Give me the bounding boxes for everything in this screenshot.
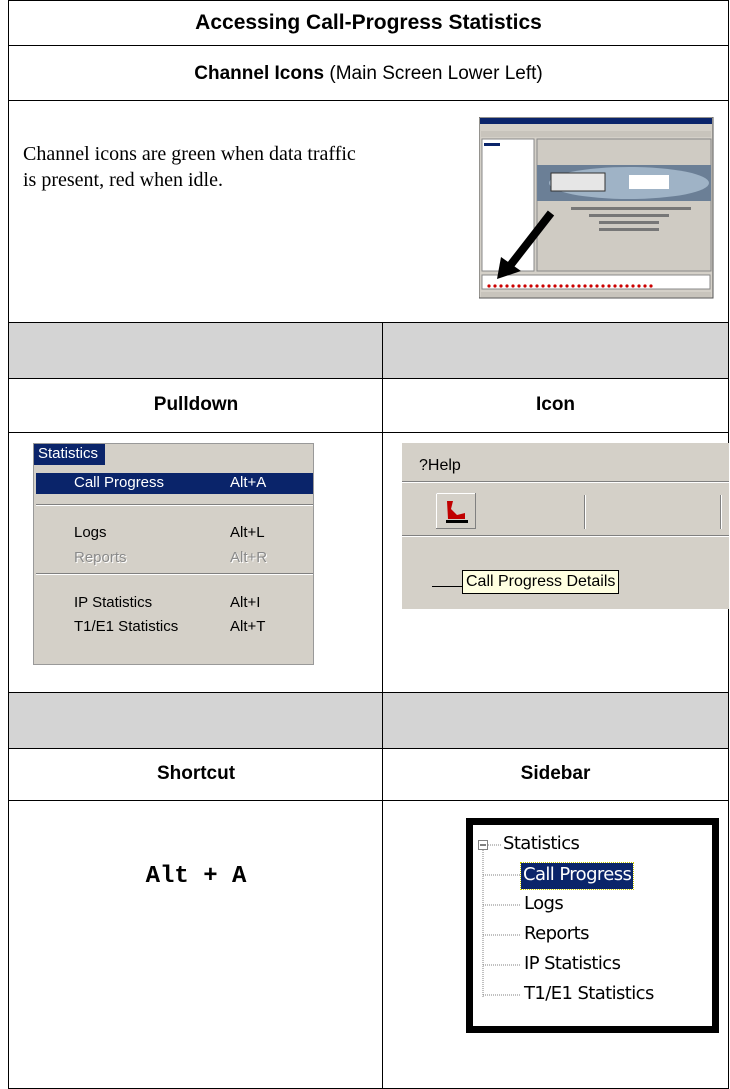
menu-item: Call Progress [74, 474, 165, 491]
icon-toolbar: ?Help Call Progress Details [402, 443, 729, 609]
title-row: Accessing Call-Progress Statistics [8, 0, 729, 46]
main-screen-thumbnail [479, 117, 714, 299]
pulldown-menu: Statistics Call Progress Alt+A Logs Alt+… [33, 443, 314, 665]
separator [402, 535, 729, 537]
sidebar-tree: Statistics Call Progress Logs Reports IP… [466, 818, 719, 1033]
intro-row: Channel icons are green when data traffi… [8, 101, 729, 323]
spacer-row [8, 693, 729, 749]
method-label: Sidebar [520, 763, 591, 784]
menu-highlight [36, 473, 313, 494]
heading-rest: (Main Screen Lower Left) [329, 63, 543, 84]
column-divider [382, 323, 383, 1089]
label-row: Shortcut Sidebar [8, 749, 729, 801]
intro-text: Channel icons are green when data traffi… [23, 143, 356, 191]
menu-shortcut: Alt+L [230, 524, 265, 541]
toolbar-divider [720, 495, 722, 529]
shortcut-keys: Alt + A [145, 863, 247, 890]
menu-item: Logs [74, 524, 107, 541]
tree-item[interactable]: T1/E1 Statistics [524, 983, 654, 1004]
tree-item[interactable]: Reports [524, 923, 589, 944]
separator [402, 481, 729, 483]
screenshot-row: Statistics Call Progress Alt+A Logs Alt+… [8, 433, 729, 693]
call-progress-icon[interactable] [436, 493, 476, 529]
label-row: Pulldown Icon [8, 379, 729, 433]
tooltip: Call Progress Details [462, 570, 620, 594]
menu-shortcut: Alt+A [230, 474, 267, 491]
method-label: Pulldown [153, 394, 239, 415]
help-menu: ?Help [419, 457, 461, 474]
tree-lines [478, 840, 521, 997]
tree-root[interactable]: Statistics [503, 833, 580, 854]
separator [36, 504, 313, 506]
spacer-row [8, 323, 729, 379]
menu-shortcut: Alt+R [230, 549, 268, 566]
tree-item-selected[interactable]: Call Progress [519, 862, 635, 890]
menu-item: Reports [74, 549, 127, 566]
menu-item: IP Statistics [74, 594, 153, 611]
shortcut-row: Alt + A Statistics Call Progress Logs Re… [8, 801, 729, 1089]
menu-shortcut: Alt+I [230, 594, 261, 611]
tree-item[interactable]: Logs [524, 893, 564, 914]
menu-shortcut: Alt+T [230, 618, 266, 635]
separator [36, 573, 313, 575]
toolbar-divider [584, 495, 586, 529]
section-heading: Channel Icons (Main Screen Lower Left) [9, 63, 728, 85]
method-label: Icon [535, 394, 576, 415]
section-row: Channel Icons (Main Screen Lower Left) [8, 46, 729, 101]
heading-bold: Channel Icons [194, 63, 325, 84]
tree-item[interactable]: IP Statistics [524, 953, 621, 974]
method-label: Shortcut [156, 763, 236, 784]
menu-title: Statistics [34, 444, 105, 465]
menu-item: T1/E1 Statistics [74, 618, 179, 635]
title: Accessing Call-Progress Statistics [195, 11, 542, 34]
